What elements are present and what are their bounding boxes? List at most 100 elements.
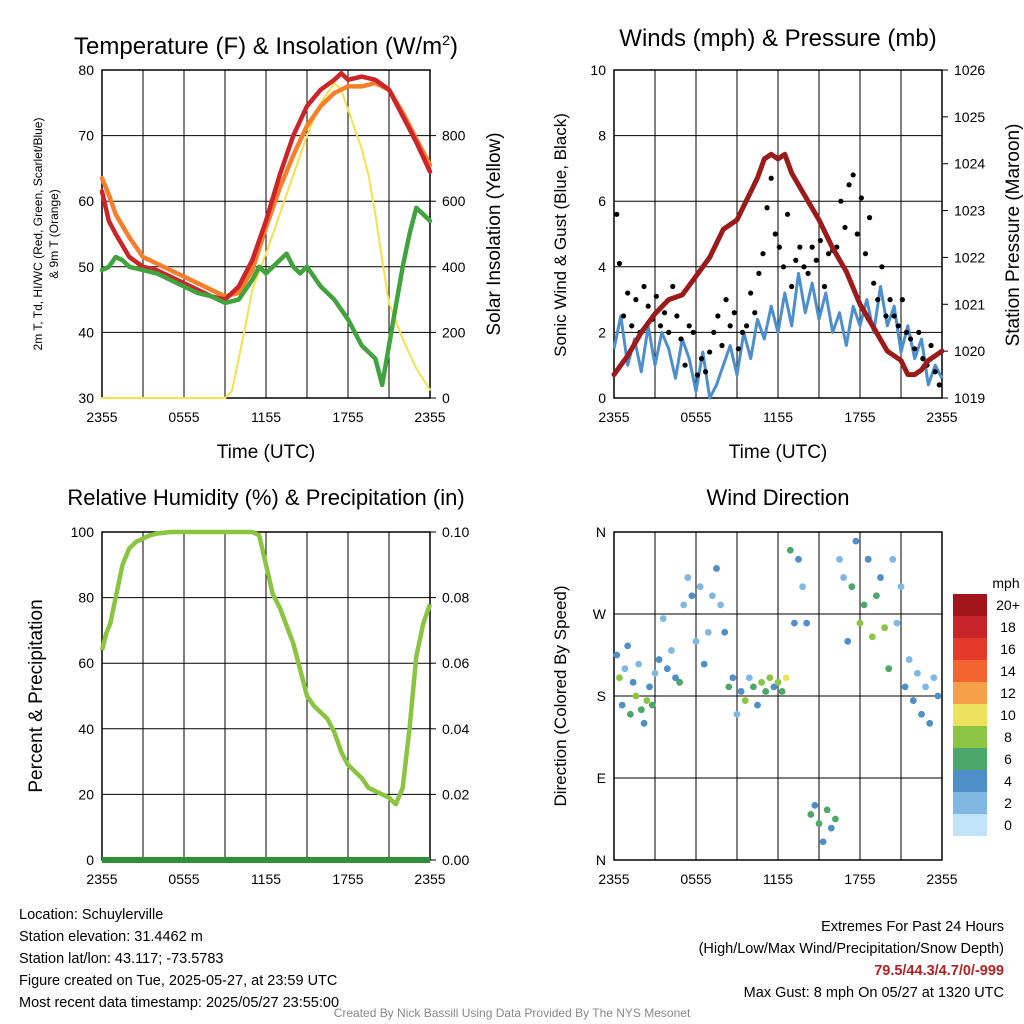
temperature-y2-label: Solar Insolation (Yellow): [484, 132, 505, 335]
temperature-series-line: [99, 205, 433, 388]
wind-direction-point: [729, 674, 737, 682]
temperature-y-tick-label: 60: [78, 193, 94, 209]
temperature-y2-tick-label: 800: [442, 128, 466, 144]
wind-direction-point: [613, 651, 621, 659]
wind-direction-x-tick-label: 0555: [680, 871, 711, 887]
wind-direction-point: [632, 692, 640, 700]
wind-direction-point: [704, 628, 712, 636]
wind-direction-point: [651, 669, 659, 677]
humidity-y-tick-label: 0: [86, 852, 94, 868]
legend-title: mph: [992, 575, 1019, 591]
wind-direction-y-tick-label: E: [597, 770, 606, 786]
wind-direction-point: [737, 688, 745, 695]
wind-direction-point: [905, 656, 913, 663]
temperature-frame: [101, 69, 431, 399]
wind-speed-line: [612, 271, 944, 400]
humidity-y2-tick-label: 0.08: [442, 590, 469, 606]
wind-direction-point: [922, 683, 929, 691]
temperature-x-tick-label: 2355: [414, 409, 445, 425]
wind-direction-point: [646, 683, 653, 691]
wind-direction-point: [635, 660, 642, 668]
gust-point: [866, 215, 873, 221]
wind-direction-point: [881, 624, 888, 632]
extremes-subheading: (High/Low/Max Wind/Precipitation/Snow De…: [698, 941, 1004, 957]
gust-point: [875, 297, 881, 303]
wind-direction-point: [918, 710, 925, 718]
wind-direction-point: [901, 683, 909, 691]
temperature-y2-tick-label: 600: [442, 193, 466, 209]
gust-point: [842, 224, 848, 231]
wind-direction-point: [815, 820, 823, 827]
temperature-y-tick-label: 80: [78, 62, 94, 78]
winds-y2-tick-label: 1022: [954, 249, 985, 265]
gust-point: [858, 195, 864, 201]
gust-point: [932, 369, 938, 375]
humidity-title: Relative Humidity (%) & Precipitation (i…: [67, 485, 464, 510]
winds-y2-tick-label: 1021: [954, 296, 985, 312]
wind-direction-plot-area: N E S W N 2355 0555 1155 1755 2355: [593, 524, 958, 887]
station-elevation: Station elevation: 31.4462 m: [19, 929, 203, 945]
legend-label: 0: [1004, 817, 1012, 833]
legend-label: 12: [1000, 685, 1016, 701]
humidity-y2-tick-label: 0.00: [442, 852, 469, 868]
winds-title: Winds (mph) & Pressure (mb): [619, 25, 936, 52]
wind-direction-point: [758, 678, 765, 686]
humidity-y-tick-label: 80: [78, 590, 94, 606]
legend-swatch: [953, 726, 987, 748]
gust-point: [641, 283, 647, 290]
temperature-x-label: Time (UTC): [217, 442, 316, 463]
wind-direction-point: [827, 824, 835, 832]
wind-direction-point: [889, 555, 897, 563]
wind-direction-y-label: Direction (Colored By Speed): [551, 585, 570, 806]
wind-direction-point: [799, 583, 806, 591]
humidity-line: [99, 529, 433, 807]
gust-point: [776, 244, 782, 250]
winds-x-tick-label: 1155: [763, 409, 793, 425]
wind-direction-point: [762, 688, 770, 695]
wind-direction-point: [640, 719, 648, 727]
winds-plot-area: 0 2 4 6 8 10 1019 1020 1021 1022 1023 1024 1025 1026 2…: [590, 62, 985, 425]
winds-y-tick-label: 0: [598, 390, 606, 406]
legend-swatch: [953, 616, 987, 638]
wind-direction-point: [676, 678, 683, 686]
temperature-x-tick-label: 1755: [332, 409, 363, 425]
gust-point: [912, 346, 918, 352]
wind-direction-x-tick-label: 2355: [926, 871, 957, 887]
gust-point: [702, 369, 709, 375]
humidity-x-tick-label: 2355: [414, 871, 445, 887]
wind-direction-point: [672, 674, 679, 682]
gust-point: [907, 336, 914, 342]
wind-direction-point: [836, 555, 843, 563]
legend-swatch: [953, 748, 987, 770]
winds-y2-tick-label: 1023: [954, 203, 985, 219]
wind-direction-panel: Wind Direction N E S W N 2355 0555 1155 1755 2355…: [551, 485, 1020, 887]
wind-direction-point: [643, 697, 651, 704]
humidity-x-tick-label: 0555: [168, 871, 199, 887]
wind-direction-point: [840, 574, 847, 581]
wind-direction-point: [848, 583, 856, 591]
wind-direction-point: [807, 811, 815, 818]
wind-direction-point: [754, 701, 761, 709]
humidity-y2-tick-label: 0.04: [442, 721, 469, 737]
humidity-y-tick-label: 40: [78, 721, 94, 737]
gust-point: [825, 251, 832, 257]
temperature-y2-tick-label: 200: [442, 324, 466, 340]
gust-point: [780, 264, 787, 270]
wind-direction-point: [688, 592, 696, 600]
winds-y2-tick-label: 1020: [954, 343, 985, 359]
gust-point: [784, 211, 791, 217]
temperature-series-line: [99, 80, 433, 299]
wind-direction-point: [637, 706, 645, 714]
station-latlon: Station lat/lon: 43.117; -73.5783: [19, 951, 224, 967]
wind-direction-point: [663, 665, 671, 673]
wind-direction-title: Wind Direction: [706, 485, 849, 510]
gust-point: [916, 329, 922, 335]
wind-direction-frame: [613, 531, 943, 861]
winds-x-tick-label: 2355: [926, 409, 957, 425]
gust-point: [809, 244, 815, 250]
wind-direction-y-tick-label: N: [596, 524, 606, 540]
temperature-series-line: [99, 71, 433, 302]
gust-point: [760, 251, 766, 257]
wind-direction-point: [721, 628, 729, 636]
